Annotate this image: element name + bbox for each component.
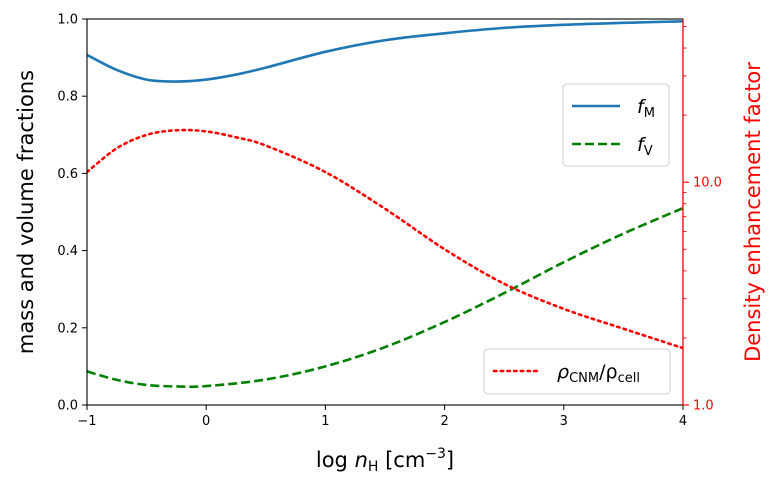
legend-label-fV: fV bbox=[637, 134, 653, 159]
y-left-tick-label: 0.6 bbox=[57, 167, 78, 182]
y-right-tick-label: 1.0 bbox=[693, 399, 714, 414]
x-tick-label: −1 bbox=[77, 414, 96, 429]
x-tick-label: 0 bbox=[202, 414, 210, 429]
y-left-tick-label: 1.0 bbox=[57, 13, 78, 28]
axes: −1 0 1 2 3 4 0.0 0.2 0.4 0.6 0.8 1.0 1.0 10.0 log nH [… bbox=[14, 13, 765, 476]
legend-label-fM: fM bbox=[637, 96, 655, 121]
y-right-tick-label: 10.0 bbox=[693, 176, 722, 191]
y-left-tick-label: 0.8 bbox=[57, 90, 78, 105]
legend-fractions: fM fV bbox=[562, 83, 670, 167]
x-tick-label: 4 bbox=[679, 414, 687, 429]
x-tick-label: 1 bbox=[321, 414, 329, 429]
x-tick-label: 2 bbox=[440, 414, 448, 429]
series-line-fM bbox=[87, 20, 683, 83]
y-left-tick-label: 0.4 bbox=[57, 244, 78, 259]
legend-frame bbox=[483, 348, 671, 395]
series-line-fV bbox=[87, 206, 683, 389]
y-left-tick-label: 0.2 bbox=[57, 321, 78, 336]
legends: fM fV ρCNM/ρcell bbox=[483, 83, 671, 395]
x-tick-label: 3 bbox=[560, 414, 568, 429]
legend-frame bbox=[562, 83, 670, 167]
y-left-tick-label: 0.0 bbox=[57, 399, 78, 414]
legend-density: ρCNM/ρcell bbox=[483, 348, 671, 395]
y-right-axis-title: Density enhancement factor bbox=[741, 62, 765, 362]
y-left-axis-title: mass and volume fractions bbox=[14, 70, 38, 354]
legend-label-rho: ρCNM/ρcell bbox=[557, 361, 640, 386]
plot-area bbox=[87, 20, 683, 389]
series-line-rho bbox=[87, 128, 683, 350]
x-axis-title: log nH [cm−3] bbox=[316, 446, 454, 475]
